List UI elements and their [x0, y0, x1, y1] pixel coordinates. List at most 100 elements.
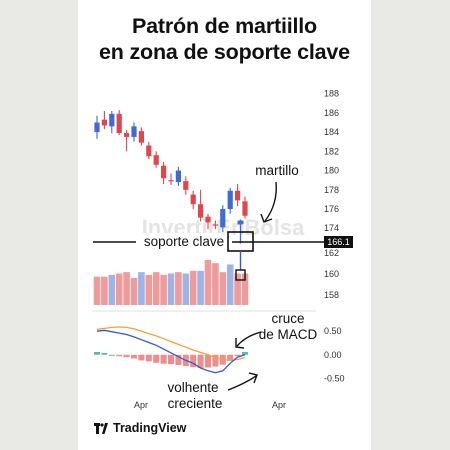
- chart-title: Patrón de martiillo en zona de soporte c…: [78, 13, 371, 65]
- volume-bar: [197, 270, 204, 305]
- volume-bar: [182, 273, 190, 305]
- y-tick-162: 162: [324, 248, 339, 258]
- price-tag: [324, 236, 353, 248]
- macd-hist-bar: [94, 351, 100, 355]
- macd-tick--0.50: -0.50: [324, 373, 345, 383]
- y-tick-174: 174: [324, 223, 339, 233]
- macd-hist-bar: [190, 354, 197, 368]
- candle: [220, 209, 226, 228]
- volume-bar: [204, 260, 212, 305]
- y-tick-180: 180: [324, 166, 339, 176]
- y-tick-158: 158: [324, 290, 339, 300]
- volume-bar: [123, 272, 130, 305]
- macd-cross-arrow: [236, 331, 262, 347]
- signal-line: [96, 326, 246, 362]
- candle: [235, 190, 241, 201]
- y-tick-184: 184: [324, 127, 339, 137]
- volume-bar: [101, 276, 108, 305]
- volume-bar: [160, 274, 167, 305]
- candle: [183, 181, 189, 190]
- candle: [198, 204, 204, 218]
- macd-hist-bar: [138, 354, 145, 361]
- chart-card: Patrón de martiillo en zona de soporte c…: [78, 0, 371, 450]
- volume-bar: [138, 272, 145, 305]
- macd-cross-label-2: de MACD: [259, 327, 318, 342]
- support-label-bg: [136, 233, 232, 250]
- x-tick-label-2: Apr: [272, 400, 286, 410]
- tradingview-logo-icon: [94, 422, 108, 434]
- candle: [116, 113, 122, 134]
- brand: TradingView: [94, 421, 186, 435]
- macd-hist-bar: [153, 354, 160, 363]
- brand-name: TradingView: [113, 421, 187, 435]
- macd-cross-label-1: cruce: [271, 311, 304, 326]
- macd-hist-bar: [160, 354, 167, 364]
- hammer-volume-box: [235, 269, 246, 281]
- hammer-candle: [237, 220, 244, 225]
- hammer-label: martillo: [255, 163, 299, 178]
- macd-hist-bar: [101, 352, 108, 355]
- volume-arrow: [227, 375, 257, 391]
- candle: [190, 194, 196, 205]
- volume-bar: [212, 263, 219, 305]
- volume-bar: [234, 273, 241, 305]
- macd-hist-bar: [116, 354, 123, 357]
- macd-hist-bar: [234, 354, 241, 357]
- x-tick-label-1: Apr: [134, 400, 148, 410]
- y-tick-188: 188: [324, 89, 339, 99]
- volume-bar: [152, 272, 160, 305]
- candle: [138, 131, 144, 143]
- support-label: soporte clave: [144, 234, 224, 249]
- volume-bar: [130, 278, 138, 305]
- candle: [131, 126, 137, 137]
- candle: [175, 170, 181, 183]
- macd-line: [96, 329, 246, 374]
- y-tick-186: 186: [324, 108, 339, 118]
- title-line-2: en zona de soporte clave: [99, 40, 350, 64]
- candle: [227, 190, 233, 210]
- y-tick-178: 178: [324, 185, 339, 195]
- macd-hist-bar: [123, 354, 130, 358]
- macd-hist-bar: [145, 354, 152, 362]
- volume-bar: [167, 273, 175, 305]
- candle: [212, 224, 218, 226]
- macd-hist-bar: [212, 354, 219, 367]
- volume-bar: [241, 273, 249, 305]
- macd-hist-bar: [242, 351, 248, 355]
- volume-bar: [219, 272, 227, 305]
- macd-tick-0.50: 0.50: [324, 326, 342, 336]
- volume-bars: [93, 260, 249, 305]
- macd-hist-bar: [205, 354, 211, 368]
- price-axis: 188 186 184 182 180 178 176 174 162 160 158: [324, 89, 339, 300]
- candle: [242, 201, 248, 216]
- macd-hist-bar: [197, 354, 204, 368]
- candle: [94, 122, 100, 133]
- volume-bar: [115, 273, 123, 305]
- candle: [101, 119, 107, 126]
- y-tick-160: 160: [324, 269, 339, 279]
- y-tick-182: 182: [324, 146, 339, 156]
- candle: [168, 180, 174, 182]
- title-line-1: Patrón de martiillo: [132, 14, 317, 38]
- macd-tick-0.00: 0.00: [324, 350, 342, 360]
- y-tick-176: 176: [324, 204, 339, 214]
- macd-panel: 0.50 0.00 -0.50: [93, 310, 345, 383]
- volume-bar: [108, 274, 116, 305]
- volume-bar: [189, 270, 197, 305]
- price-tag-value: 166.1: [327, 237, 350, 247]
- candle: [124, 133, 130, 137]
- volume-label-2: creciente: [168, 396, 223, 411]
- hammer-arrow: [264, 181, 277, 222]
- macd-hist-bar: [108, 354, 115, 356]
- volume-bar: [226, 264, 234, 305]
- macd-hist-bar: [227, 354, 234, 361]
- candle: [146, 145, 152, 157]
- volume-bar: [145, 274, 153, 305]
- chart-canvas: InvertirEnBolsa 0.500.00-0.50 1881861841…: [93, 89, 353, 411]
- candle: [109, 113, 115, 127]
- candle: [153, 155, 159, 165]
- volume-bar: [93, 276, 101, 305]
- macd-hist-bar: [175, 354, 182, 366]
- candle: [161, 165, 167, 179]
- volume-label-1: volhente: [167, 380, 218, 395]
